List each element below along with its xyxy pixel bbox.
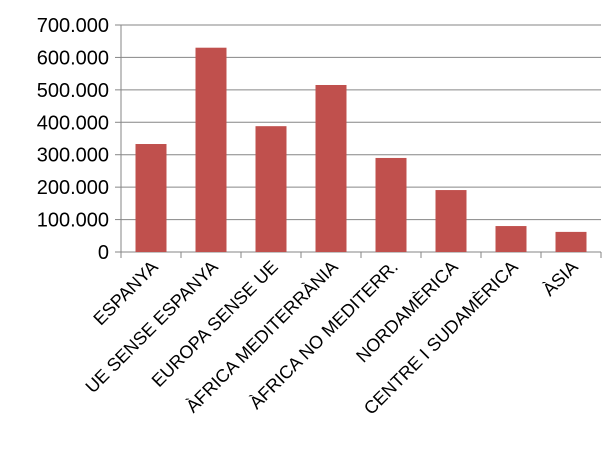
y-tick-label: 300.000 (37, 145, 109, 167)
y-tick-label: 200.000 (37, 177, 109, 199)
bar (255, 126, 287, 252)
y-tick-label: 100.000 (37, 210, 109, 232)
x-tick-label: NORDAMÈRICA (352, 257, 462, 367)
y-tick-label: 400.000 (37, 112, 109, 134)
bar (495, 226, 527, 252)
bar (315, 84, 347, 252)
bar (135, 144, 167, 252)
bar (375, 157, 407, 252)
y-tick-label: 700.000 (37, 15, 109, 37)
bar (555, 231, 587, 252)
y-tick-label: 600.000 (37, 47, 109, 69)
x-tick-label: ÀSIA (539, 257, 582, 300)
bar (435, 190, 467, 252)
y-tick-label: 500.000 (37, 80, 109, 102)
y-tick-label: 0 (98, 242, 109, 264)
bar (195, 47, 227, 253)
